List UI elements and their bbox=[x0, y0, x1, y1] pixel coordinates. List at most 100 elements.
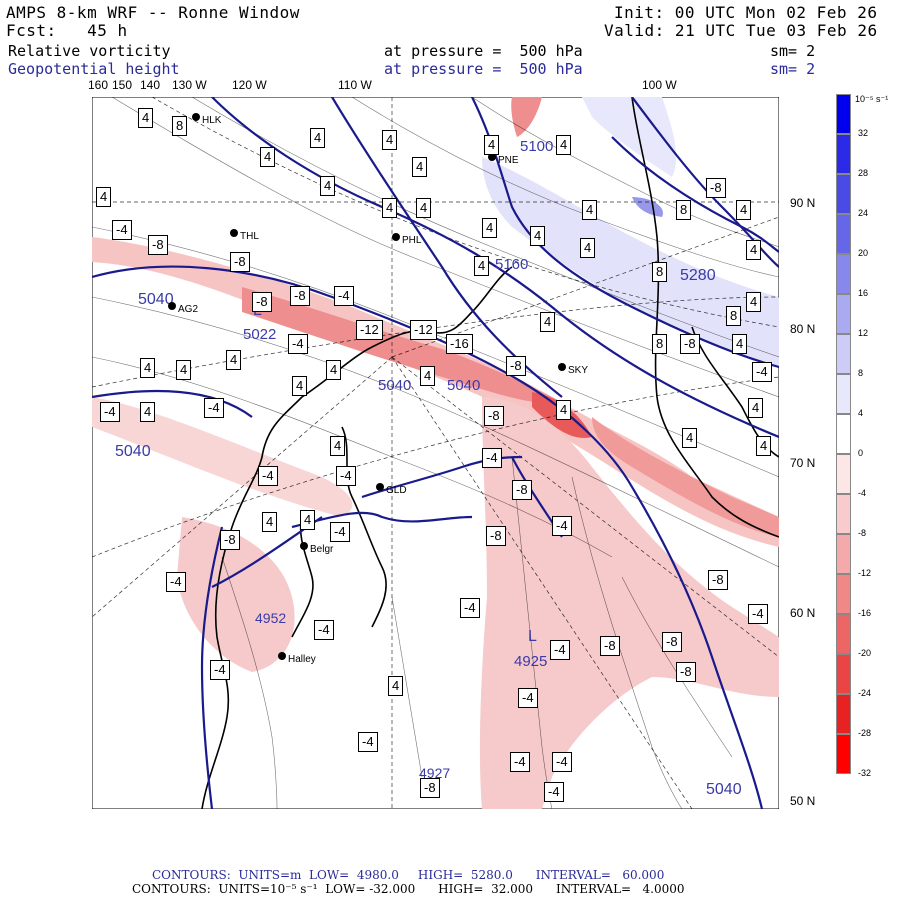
vorticity-contour-label: 4 bbox=[530, 226, 546, 246]
field1-name: Relative vorticity bbox=[8, 42, 171, 60]
station-dot bbox=[278, 652, 286, 660]
colorbar-tick-label: -12 bbox=[858, 568, 872, 578]
lon-label: 100 W bbox=[642, 78, 677, 92]
vorticity-contour-label: -8 bbox=[486, 526, 506, 546]
colorbar-tick-label: -8 bbox=[858, 528, 867, 538]
vorticity-contour-label: -8 bbox=[506, 356, 526, 376]
height-label: 5160 bbox=[495, 256, 529, 273]
vorticity-contour-label: 4 bbox=[138, 108, 154, 128]
vorticity-contour-label: -4 bbox=[552, 752, 572, 772]
vorticity-contour-label: -4 bbox=[288, 334, 308, 354]
vorticity-negative-shading bbox=[92, 97, 779, 809]
colorbar-unit: 10⁻⁵ s⁻¹ bbox=[855, 94, 889, 104]
lat-label: 90 N bbox=[790, 196, 816, 210]
vorticity-contour-label: -8 bbox=[148, 235, 168, 255]
vorticity-contour-label: -4 bbox=[460, 598, 480, 618]
vorticity-contour-label: -4 bbox=[544, 782, 564, 802]
vorticity-contour-label: -4 bbox=[258, 466, 278, 486]
colorbar-segment bbox=[836, 214, 851, 254]
vorticity-contour-label: -8 bbox=[252, 292, 272, 312]
colorbar-tick-label: 0 bbox=[858, 448, 864, 458]
vorticity-contour-label: -8 bbox=[662, 632, 682, 652]
colorbar-segment bbox=[836, 614, 851, 654]
vorticity-contour-info: CONTOURS: UNITS=10⁻⁵ s⁻¹ LOW= -32.000 HI… bbox=[132, 882, 685, 896]
height-label: 4925 bbox=[514, 653, 548, 670]
vorticity-contour-label: -4 bbox=[552, 516, 572, 536]
colorbar-tick-label: -20 bbox=[858, 648, 872, 658]
station-dot bbox=[300, 542, 308, 550]
vorticity-contour-label: 4 bbox=[382, 198, 398, 218]
field2-smooth: sm= 2 bbox=[770, 60, 816, 78]
colorbar-segment bbox=[836, 374, 851, 414]
vorticity-contour-label: 4 bbox=[556, 400, 572, 420]
vorticity-contour-label: -4 bbox=[482, 448, 502, 468]
colorbar-segment bbox=[836, 254, 851, 294]
height-label: 4927 bbox=[419, 765, 451, 781]
vorticity-contour-label: -8 bbox=[512, 480, 532, 500]
vorticity-contour-label: -12 bbox=[410, 320, 437, 340]
vorticity-contour-label: -4 bbox=[752, 362, 772, 382]
vorticity-contour-label: -8 bbox=[680, 334, 700, 354]
vorticity-contour-label: -4 bbox=[334, 286, 354, 306]
lon-label: 140 bbox=[140, 78, 161, 92]
vorticity-contour-label: -4 bbox=[100, 402, 120, 422]
height-label: 4952 bbox=[255, 610, 287, 626]
colorbar-tick-label: 20 bbox=[858, 248, 869, 258]
vorticity-contour-label: -4 bbox=[204, 398, 224, 418]
vorticity-contour-label: -8 bbox=[600, 636, 620, 656]
height-label: 5022 bbox=[243, 326, 277, 343]
height-contour-info: CONTOURS: UNITS=m LOW= 4980.0 HIGH= 5280… bbox=[152, 868, 665, 882]
height-label: 5040 bbox=[115, 443, 151, 460]
vorticity-contour-label: -8 bbox=[676, 662, 696, 682]
field1-smooth: sm= 2 bbox=[770, 42, 816, 60]
vorticity-contour-label: 4 bbox=[320, 176, 336, 196]
vorticity-contour-label: 4 bbox=[140, 358, 156, 378]
colorbar-segment bbox=[836, 534, 851, 574]
station-label: AG2 bbox=[178, 304, 199, 315]
vorticity-positive-shading bbox=[482, 97, 779, 367]
init-time: Init: 00 UTC Mon 02 Feb 26 bbox=[614, 3, 878, 22]
vorticity-contour-label: 4 bbox=[388, 676, 404, 696]
vorticity-contour-label: 4 bbox=[736, 200, 752, 220]
colorbar-tick-label: -32 bbox=[858, 768, 872, 778]
vorticity-contour-label: -8 bbox=[708, 570, 728, 590]
vorticity-contour-label: 4 bbox=[260, 147, 276, 167]
map-title: AMPS 8-km WRF -- Ronne Window bbox=[6, 3, 300, 22]
vorticity-contour-label: 4 bbox=[732, 334, 748, 354]
vorticity-contour-label: 4 bbox=[746, 240, 762, 260]
valid-time: Valid: 21 UTC Tue 03 Feb 26 bbox=[604, 21, 878, 40]
colorbar-tick-label: -16 bbox=[858, 608, 872, 618]
vorticity-contour-label: -4 bbox=[336, 466, 356, 486]
station-label: PHL bbox=[402, 235, 422, 246]
vorticity-contour-label: -4 bbox=[330, 522, 350, 542]
vorticity-contour-label: -8 bbox=[706, 178, 726, 198]
colorbar-tick-label: 28 bbox=[858, 168, 869, 178]
station-label: GLD bbox=[386, 485, 407, 496]
field1-level: at pressure = 500 hPa bbox=[384, 42, 583, 60]
vorticity-contour-label: 4 bbox=[748, 398, 764, 418]
vorticity-contour-label: -8 bbox=[290, 286, 310, 306]
lat-label: 60 N bbox=[790, 606, 816, 620]
vorticity-contour-label: 4 bbox=[412, 157, 428, 177]
lat-label: 50 N bbox=[790, 794, 816, 808]
field2-level: at pressure = 500 hPa bbox=[384, 60, 583, 78]
vorticity-contour-label: 4 bbox=[482, 218, 498, 238]
colorbar-segment bbox=[836, 94, 851, 134]
colorbar-tick-label: 8 bbox=[858, 368, 864, 378]
vorticity-contour-label: 8 bbox=[676, 200, 692, 220]
vorticity-contour-label: 4 bbox=[300, 510, 316, 530]
colorbar-segment bbox=[836, 734, 851, 774]
station-dot bbox=[230, 229, 238, 237]
colorbar-tick-label: 32 bbox=[858, 128, 869, 138]
vorticity-contour-label: 8 bbox=[726, 306, 742, 326]
station-dot bbox=[192, 113, 200, 121]
vorticity-contour-label: 4 bbox=[756, 436, 772, 456]
vorticity-contour-label: 4 bbox=[746, 292, 762, 312]
vorticity-contour-label: -4 bbox=[210, 660, 230, 680]
vorticity-contour-label: -4 bbox=[748, 604, 768, 624]
height-label: 5040 bbox=[447, 377, 481, 394]
colorbar-segment bbox=[836, 134, 851, 174]
vorticity-contour-label: 4 bbox=[330, 436, 346, 456]
lon-label: 130 W bbox=[172, 78, 207, 92]
vorticity-contour-label: -4 bbox=[314, 620, 334, 640]
